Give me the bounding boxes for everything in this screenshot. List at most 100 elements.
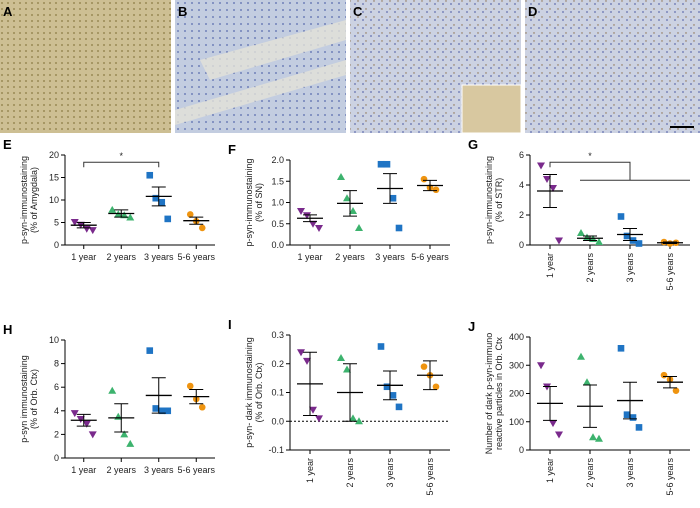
y-tick-label: 0.3 — [271, 330, 284, 340]
x-tick-label: 1 year — [71, 252, 96, 262]
point — [420, 363, 428, 370]
point — [389, 194, 397, 202]
error-bar — [76, 413, 91, 427]
error-bar — [343, 363, 357, 422]
x-tick-label: 1 year — [545, 253, 555, 278]
y-tick-label: 20 — [49, 150, 59, 160]
point — [146, 347, 154, 354]
error-bar — [76, 222, 91, 229]
error-bar — [623, 228, 637, 241]
point — [623, 232, 631, 240]
error-bar — [583, 235, 597, 241]
y-tick-label: 4 — [54, 406, 59, 416]
x-tick-label: 5-6 years — [665, 253, 675, 291]
error-bar — [151, 186, 166, 207]
point — [297, 208, 305, 215]
y-tick-label: 200 — [509, 389, 524, 399]
point — [635, 240, 643, 247]
y-tick-label: 1.0 — [271, 198, 284, 208]
x-tick-label: 1 year — [305, 458, 315, 483]
point — [198, 224, 206, 232]
point — [537, 362, 545, 370]
significance-bracket — [549, 161, 690, 181]
error-bar — [114, 209, 129, 218]
panel-label: I — [228, 317, 232, 332]
error-bar — [303, 351, 317, 416]
error-bar — [663, 376, 677, 389]
point — [303, 357, 311, 365]
significance-label: * — [588, 151, 592, 161]
x-tick-label: 5-6 years — [665, 458, 675, 496]
x-tick-label: 5-6 years — [177, 252, 215, 262]
point — [303, 212, 311, 220]
y-axis-label: (% of SN) — [254, 183, 264, 222]
micrograph — [0, 0, 171, 133]
y-axis-label: p-syn-immunostaining — [244, 158, 254, 246]
error-bar — [189, 216, 204, 225]
chart: Ip-syn- dark immunostaining (% of Orb. Ct… — [228, 317, 450, 496]
point — [315, 225, 323, 232]
point — [126, 213, 135, 221]
y-tick-label: 400 — [509, 332, 524, 342]
point — [343, 365, 351, 373]
point — [623, 411, 631, 418]
error-bar — [663, 241, 677, 244]
point — [152, 194, 160, 202]
point — [389, 392, 397, 399]
point — [315, 415, 323, 423]
point — [82, 420, 91, 428]
inset — [461, 84, 522, 134]
y-axis-label: p-syn-immunostaining — [19, 156, 29, 244]
y-axis-label: (% of Orb. Ctx) — [254, 362, 264, 422]
point — [164, 407, 172, 415]
point — [108, 205, 117, 213]
point — [577, 352, 585, 360]
error-bar — [583, 384, 597, 428]
point — [395, 224, 403, 232]
x-tick-label: 3 years — [144, 465, 174, 475]
point — [555, 431, 563, 439]
error-bar — [383, 370, 397, 401]
point — [120, 430, 129, 438]
x-tick-label: 1 year — [71, 465, 96, 475]
x-tick-label: 2 years — [585, 458, 595, 488]
y-tick-label: 0 — [519, 240, 524, 250]
x-tick-label: 1 year — [297, 252, 322, 262]
point — [549, 185, 557, 192]
point — [555, 237, 563, 245]
x-tick-label: 3 years — [375, 252, 405, 262]
x-tick-label: 3 years — [625, 253, 635, 283]
point — [108, 386, 117, 394]
error-bar — [423, 179, 437, 192]
error-bar — [151, 377, 166, 414]
micrograph — [525, 0, 700, 133]
point — [88, 431, 97, 439]
y-tick-label: 0 — [519, 445, 524, 455]
point — [595, 434, 603, 442]
point — [198, 403, 206, 411]
y-tick-label: 4 — [519, 180, 524, 190]
point — [355, 224, 363, 231]
point — [309, 220, 317, 228]
point — [549, 420, 557, 428]
point — [186, 382, 194, 390]
y-tick-label: -0.1 — [268, 445, 284, 455]
panel-label: D — [528, 4, 537, 19]
y-axis-label: reactive particles in Orb. Ctx — [494, 336, 504, 450]
y-tick-label: 0.5 — [271, 219, 284, 229]
point — [395, 403, 403, 411]
point — [337, 354, 345, 361]
chart: Gp-syn-immunostaining (% of STR) 0 2 4 6 1 yea… — [468, 137, 690, 291]
x-tick-label: 2 years — [345, 458, 355, 488]
y-tick-label: 0.0 — [271, 416, 284, 426]
point — [543, 176, 551, 183]
y-axis-label: (% of Orb. Ctx) — [29, 369, 39, 429]
x-tick-label: 5-6 years — [411, 252, 449, 262]
y-tick-label: 0.2 — [271, 359, 284, 369]
point — [617, 345, 625, 352]
y-tick-label: 0 — [54, 240, 59, 250]
x-tick-label: 1 year — [545, 458, 555, 483]
x-tick-label: 2 years — [335, 252, 365, 262]
point — [432, 186, 440, 194]
